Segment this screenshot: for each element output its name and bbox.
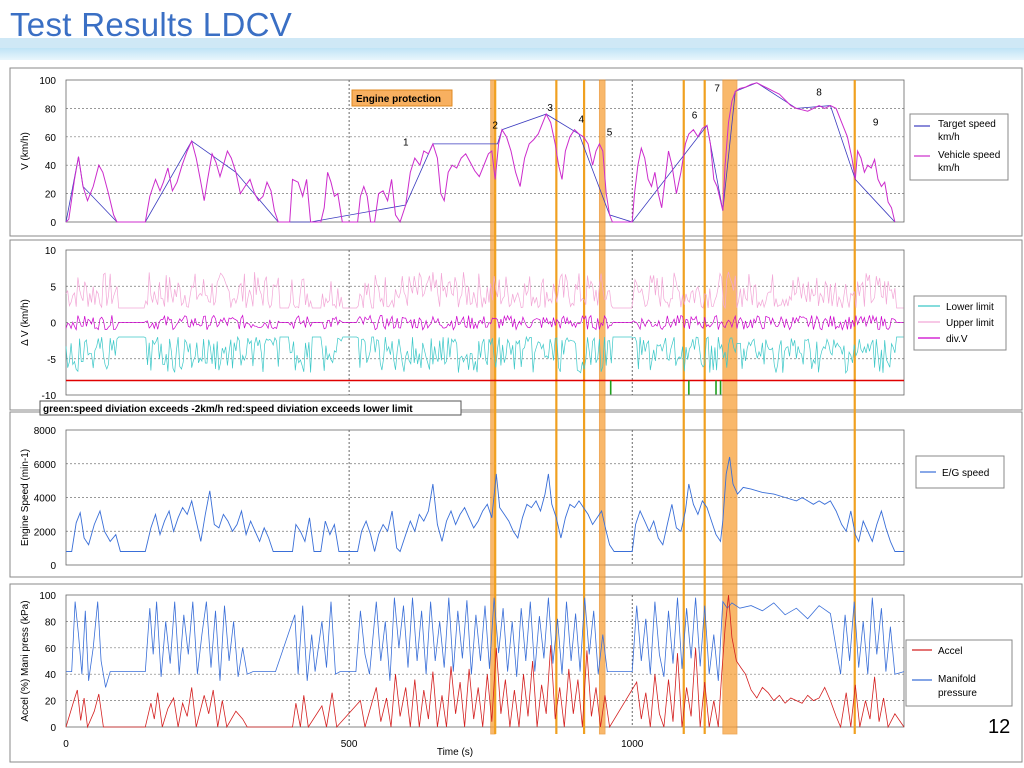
title-band-light [0, 38, 1024, 48]
engine-protection-box [351, 89, 453, 107]
x-tick-label: 500 [341, 739, 358, 750]
y-tick-label: 8000 [34, 426, 57, 437]
series-vehicle-speed [65, 82, 896, 224]
engine-protection-label: Engine protection [356, 94, 441, 105]
event-label-9: 9 [873, 117, 879, 128]
legend-label-manifold: Manifold [938, 674, 976, 685]
event-label-7: 7 [714, 83, 720, 94]
legend-label: div.V [946, 334, 968, 345]
legend-delta-v [913, 295, 1007, 351]
chart-panel-3: 0 2000 4000 6000 8000 Engine Speed (min-1) [9, 411, 1023, 578]
highlight-band [722, 79, 738, 735]
event-label-2: 2 [492, 120, 498, 131]
y-tick-label: -10 [42, 391, 57, 402]
series-manifold-pressure [66, 597, 905, 688]
event-label-1: 1 [403, 137, 409, 148]
legend-label-vehicle-unit: km/h [938, 163, 960, 174]
highlight-band [598, 79, 606, 735]
footnote-box [39, 400, 462, 416]
plot-area [65, 594, 905, 728]
plot-area [65, 249, 905, 396]
event-label-8: 8 [816, 88, 822, 99]
footnote-text: green:speed diviation exceeds -2km/h red… [43, 404, 413, 415]
y-tick-label: 5 [50, 282, 56, 293]
y-tick-label: 40 [45, 161, 57, 172]
y-axis-label: Engine Speed (min-1) [20, 449, 31, 546]
slide-title: Test Results LDCV [10, 6, 293, 43]
legend-label-accel: Accel [938, 646, 962, 657]
legend-label: Lower limit [946, 302, 994, 313]
y-tick-label: 80 [45, 104, 57, 115]
legend-label-eg: E/G speed [942, 468, 989, 479]
series-upper-limit [65, 271, 904, 310]
y-tick-label: 20 [45, 697, 57, 708]
series-div-v [65, 314, 904, 331]
y-tick-label: 80 [45, 617, 57, 628]
legend-label: Upper limit [946, 318, 994, 329]
y-tick-label: 0 [50, 723, 56, 734]
y-tick-label: 6000 [34, 460, 57, 471]
y-axis-label: Δ V (km/h) [20, 299, 31, 346]
panel-frame [9, 411, 1023, 578]
legend-speed [909, 113, 1009, 181]
y-tick-label: 100 [39, 76, 56, 87]
legend-label-manifold-2: pressure [938, 688, 977, 699]
series-lower-limit [65, 335, 904, 374]
y-tick-label: 100 [39, 591, 56, 602]
x-tick-label: 0 [63, 739, 69, 750]
event-label-4: 4 [578, 115, 584, 126]
event-label-3: 3 [547, 103, 553, 114]
legend-accel [905, 639, 1013, 707]
plot-area [65, 429, 905, 566]
legend-label-target: Target speed [938, 119, 996, 130]
chart-panel-2: -10 -5 0 5 10 Δ V (km/h) [9, 239, 1023, 411]
y-tick-label: 4000 [34, 494, 57, 505]
panel-frame [9, 239, 1023, 411]
series-accel [65, 594, 905, 729]
y-tick-label: 0 [50, 218, 56, 229]
event-label-6: 6 [692, 110, 698, 121]
y-tick-label: 60 [45, 133, 57, 144]
series-eg-speed [66, 456, 904, 553]
plot-area [65, 79, 905, 223]
chart-panel-1: 0 20 40 60 80 100 V (km/h) [9, 67, 1023, 237]
y-tick-label: 0 [50, 561, 56, 572]
page-number: 12 [988, 716, 1011, 738]
x-axis-label: Time (s) [437, 747, 473, 758]
y-tick-label: 20 [45, 190, 57, 201]
panel-frame [9, 67, 1023, 237]
y-tick-label: 0 [50, 319, 56, 330]
y-tick-label: -5 [47, 355, 56, 366]
y-tick-label: 2000 [34, 527, 57, 538]
legend-label-target-unit: km/h [938, 132, 960, 143]
legend-label-vehicle: Vehicle speed [938, 150, 1000, 161]
event-label-5: 5 [607, 127, 613, 138]
y-axis-label: Accel (%) Mani press (kPa) [20, 600, 31, 721]
y-tick-label: 40 [45, 670, 57, 681]
y-tick-label: 60 [45, 644, 57, 655]
y-tick-label: 10 [45, 246, 57, 257]
y-axis-label: V (km/h) [20, 132, 31, 170]
x-tick-label: 1000 [621, 739, 644, 750]
title-band [0, 48, 1024, 60]
